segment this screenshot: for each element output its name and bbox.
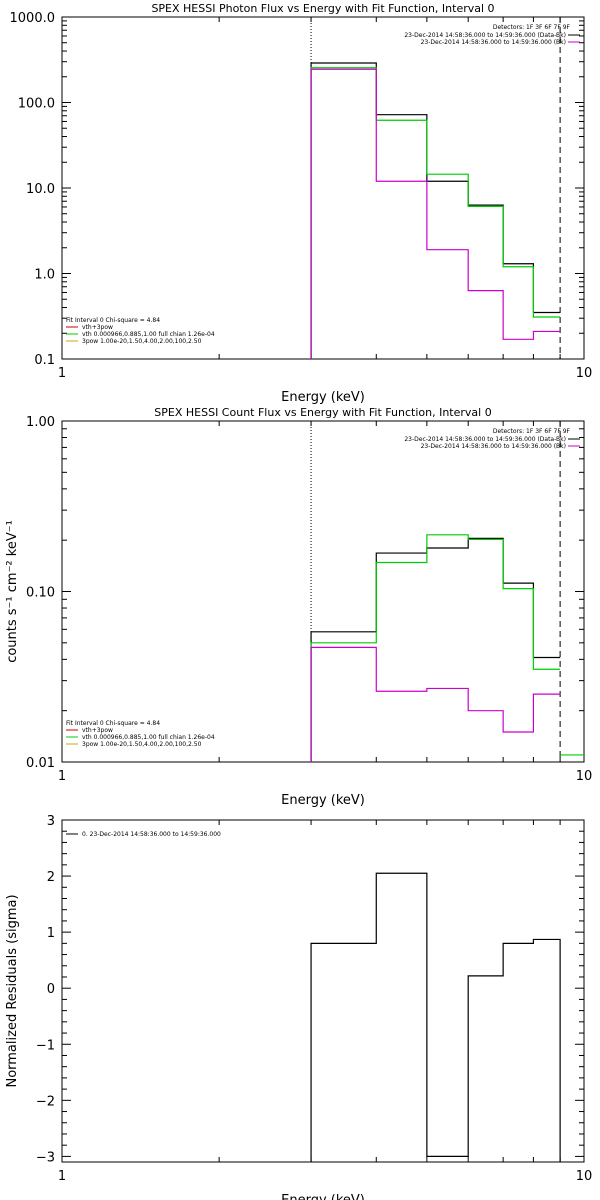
step-series-0	[310, 537, 561, 762]
chart-panel-2: 1 10 Energy (keV) −3 −2 −1 0 1 2 3 Normalized Resi…	[5, 814, 592, 1200]
legend-entry: 3pow 1.00e-20,1.50,4.00,2.00,100,2.50	[82, 741, 202, 748]
legend-entry: 23-Dec-2014 14:58:36.000 to 14:59:36.000…	[404, 32, 566, 39]
x-axis-title: Energy (keV)	[281, 1193, 365, 1200]
x-tick-label: 1	[58, 769, 66, 784]
x-tick-label: 1	[58, 366, 66, 381]
x-tick-label: 10	[576, 769, 593, 784]
legend-entry: 0. 23-Dec-2014 14:58:36.000 to 14:59:36.…	[82, 831, 221, 838]
step-series-2	[310, 68, 561, 359]
legend-entry: vth+3pow	[82, 324, 113, 331]
y-axis-title: Normalized Residuals (sigma)	[5, 894, 20, 1087]
step-series-0	[310, 872, 561, 1162]
step-series-2	[310, 646, 561, 762]
chart-panel-1: SPEX HESSI Count Flux vs Energy with Fit…	[5, 406, 592, 808]
y-tick-label: 0.1	[34, 353, 55, 368]
legend-header: Fit Interval 0 Chi-square = 4.84	[66, 720, 160, 727]
x-tick-label: 10	[576, 366, 593, 381]
x-tick-label: 10	[576, 1169, 593, 1184]
legend-entry: vth 0.000966,0.885,1.00 full chian 1.26e…	[82, 331, 215, 338]
y-tick-label: 1.00	[26, 415, 55, 430]
legend-header: Fit Interval 0 Chi-square = 4.84	[66, 317, 160, 324]
y-tick-label: 3	[47, 814, 55, 829]
x-tick-label: 1	[58, 1169, 66, 1184]
y-tick-label: 1000.0	[10, 11, 56, 26]
legend-entry: 23-Dec-2014 14:58:36.000 to 14:59:36.000…	[421, 39, 566, 46]
plot-frame	[61, 819, 585, 1163]
y-axis-title: counts s⁻¹ cm⁻² keV⁻¹	[5, 520, 20, 663]
legend-entry: 23-Dec-2014 14:58:36.000 to 14:59:36.000…	[421, 443, 566, 450]
y-tick-label: 1	[47, 926, 55, 941]
plot-frame	[61, 420, 585, 763]
y-tick-label: −1	[36, 1038, 55, 1053]
x-axis-title: Energy (keV)	[281, 390, 365, 405]
legend-entry: vth+3pow	[82, 727, 113, 734]
legend-entry: 3pow 1.00e-20,1.50,4.00,2.00,100,2.50	[82, 338, 202, 345]
x-axis-title: Energy (keV)	[281, 793, 365, 808]
y-tick-label: 0.01	[26, 756, 55, 771]
y-tick-label: 0	[47, 982, 55, 997]
chart-title: SPEX HESSI Count Flux vs Energy with Fit…	[154, 406, 491, 419]
step-series-0	[310, 62, 561, 359]
y-tick-label: 0.10	[26, 586, 55, 601]
y-tick-label: 10.0	[26, 182, 55, 197]
y-tick-label: 2	[47, 870, 55, 885]
y-tick-label: −2	[36, 1094, 55, 1109]
legend-entry: vth 0.000966,0.885,1.00 full chian 1.26e…	[82, 734, 215, 741]
step-series-1	[310, 67, 561, 359]
legend-header: Detectors: 1F 3F 6F 7F 9F	[493, 428, 571, 435]
y-tick-label: 1.0	[34, 268, 55, 283]
chart-panel-0: SPEX HESSI Photon Flux vs Energy with Fi…	[10, 2, 593, 405]
legend-header: Detectors: 1F 3F 6F 7F 9F	[493, 24, 571, 31]
chart-title: SPEX HESSI Photon Flux vs Energy with Fi…	[151, 2, 494, 15]
step-series-1	[310, 534, 561, 762]
legend-entry: 23-Dec-2014 14:58:36.000 to 14:59:36.000…	[404, 436, 566, 443]
y-tick-label: 100.0	[18, 97, 55, 112]
y-tick-label: −3	[36, 1150, 55, 1165]
